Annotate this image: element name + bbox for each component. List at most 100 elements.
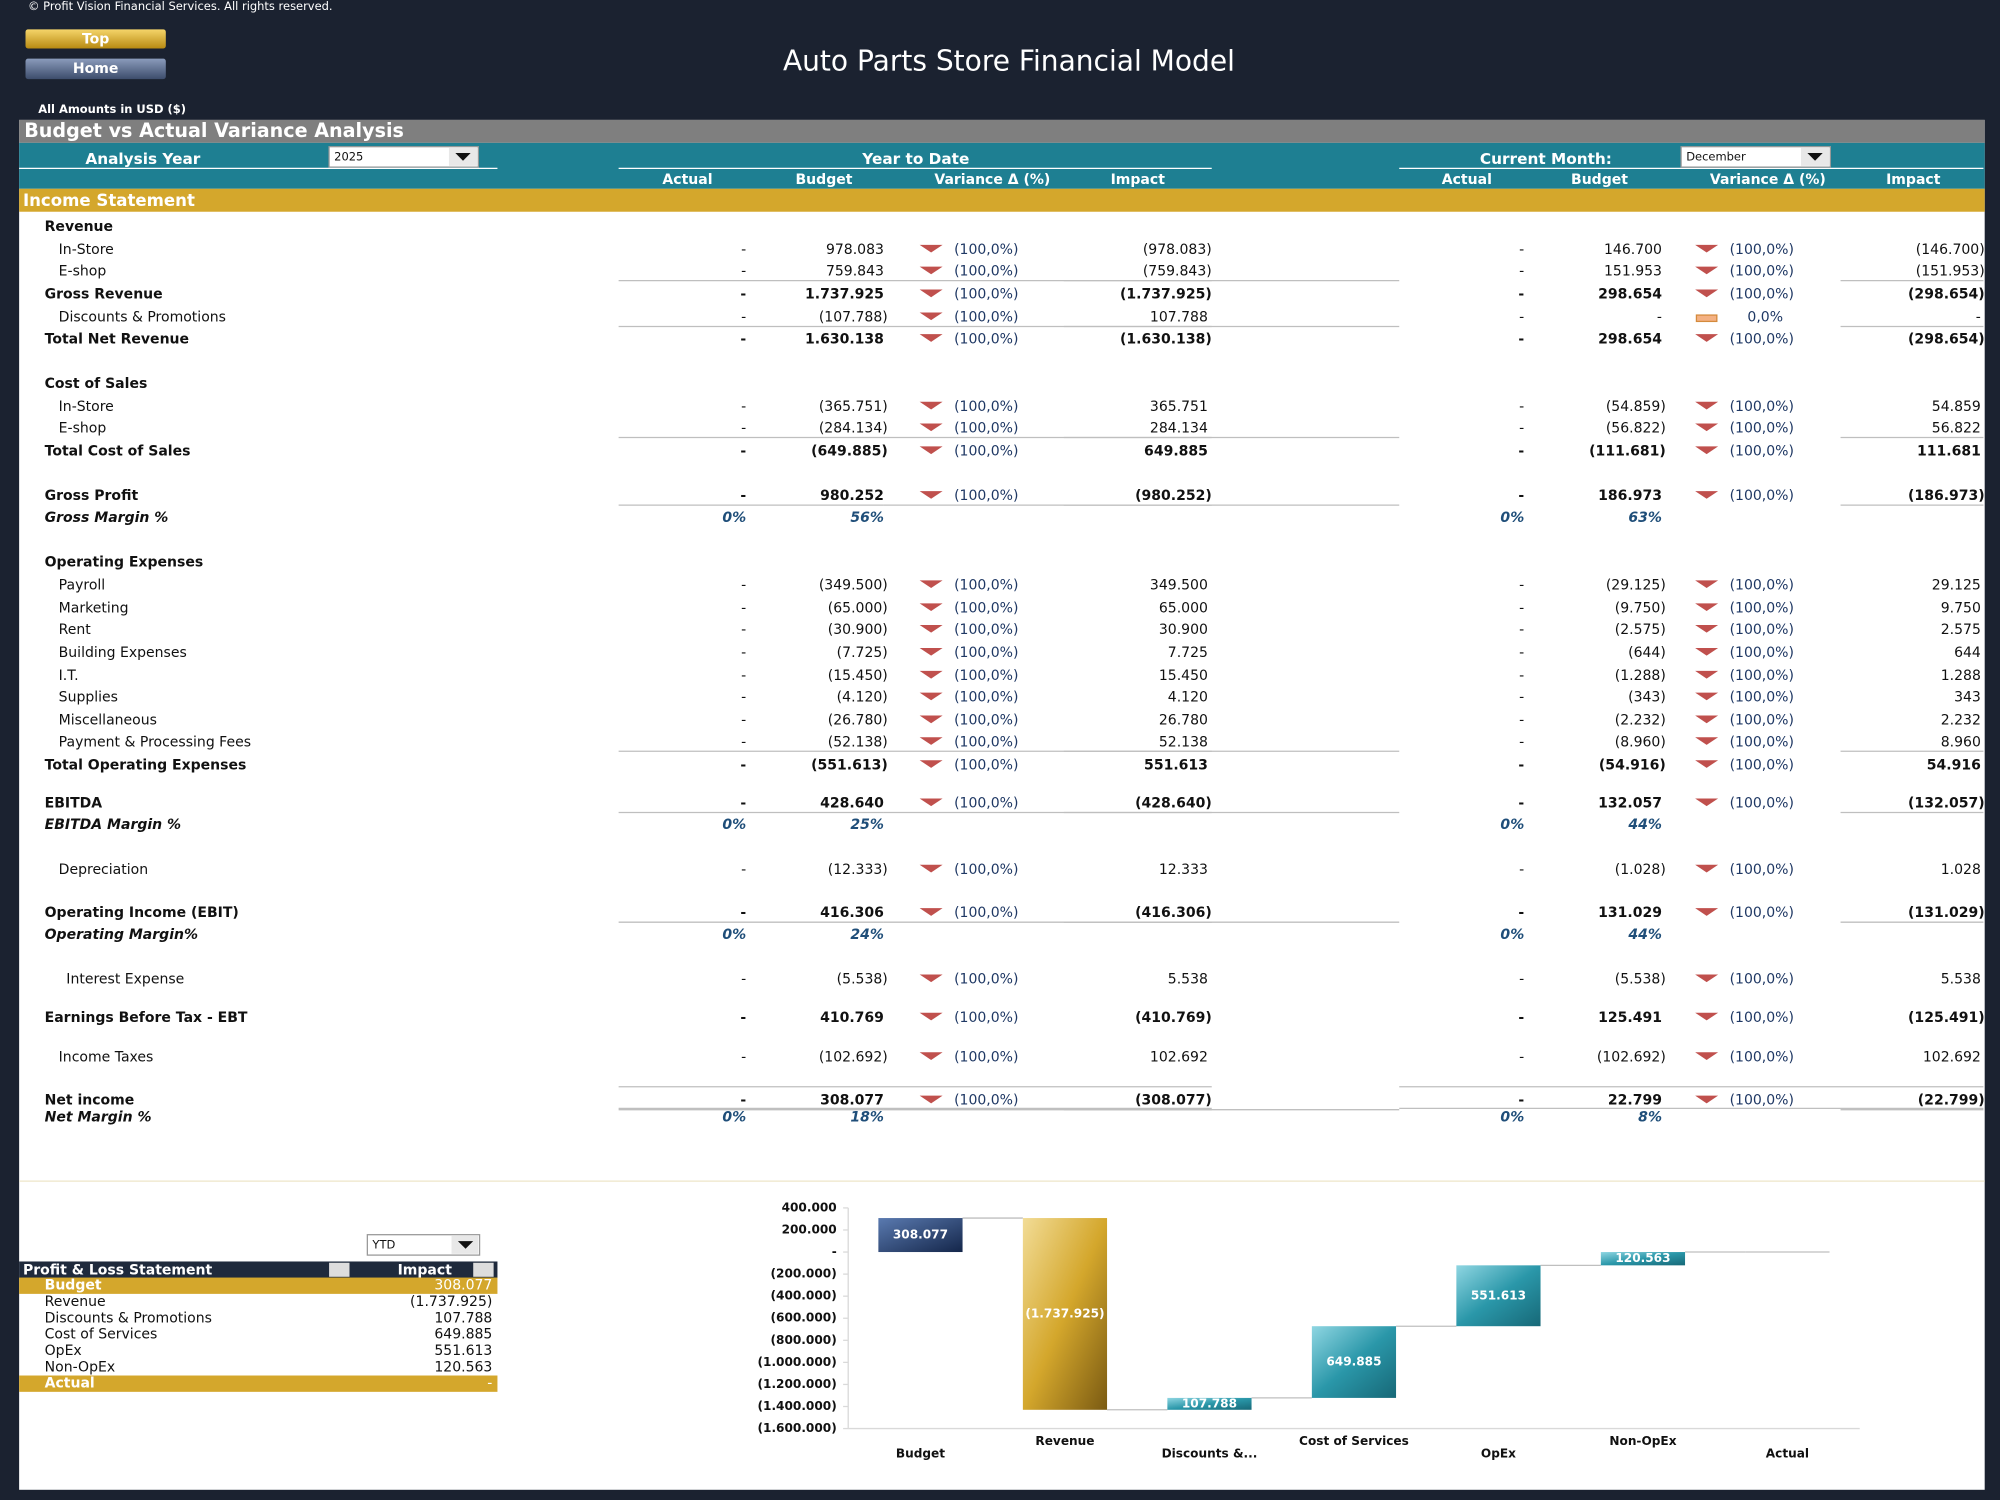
budget-cell: 980.252	[820, 488, 884, 504]
bar	[878, 1218, 963, 1253]
row-label: In-Store	[59, 242, 114, 258]
impact-cell: 56.822	[1932, 421, 1981, 437]
y-tick-label: (1.400.000)	[757, 1399, 836, 1413]
impact-cell: (22.799)	[1918, 1093, 1985, 1109]
pl-label: Revenue	[45, 1294, 106, 1310]
actual-cell: -	[741, 645, 746, 661]
filter-value[interactable]: YTD	[371, 1237, 395, 1251]
row-label: Payment & Processing Fees	[59, 734, 251, 750]
pl-impact: 107.788	[434, 1310, 492, 1326]
impact-cell: 343	[1954, 690, 1981, 706]
budget-cell: 151.953	[1604, 264, 1662, 280]
row-label: Operating Margin%	[45, 927, 198, 943]
row-label: Interest Expense	[66, 972, 184, 988]
actual-cell: -	[740, 1010, 746, 1026]
budget-cell: (111.681)	[1589, 444, 1666, 460]
actual-cell: -	[1518, 287, 1524, 303]
analysis-year-label: Analysis Year	[85, 150, 200, 168]
pl-label: Non-OpEx	[45, 1359, 115, 1375]
margin-actual: 0%	[722, 817, 746, 833]
data-label: 649.885	[1326, 1355, 1381, 1369]
budget-cell: 308.077	[820, 1093, 884, 1109]
budget-cell: (349.500)	[819, 577, 888, 593]
row-label: E-shop	[59, 264, 107, 280]
year-dropdown[interactable]	[328, 146, 479, 168]
pl-highlight	[19, 1375, 498, 1392]
variance-cell: (100,0%)	[1730, 690, 1794, 706]
impact-cell: (759.843)	[1143, 264, 1212, 280]
home-button[interactable]	[25, 58, 166, 80]
impact-cell: 102.692	[1923, 1049, 1981, 1065]
filter-button[interactable]	[473, 1262, 494, 1277]
variance-cell: (100,0%)	[1730, 331, 1794, 347]
variance-cell: (100,0%)	[1730, 1049, 1794, 1065]
variance-arrow	[1695, 446, 1719, 455]
pl-label: Cost of Services	[45, 1327, 158, 1343]
row-label: Total Cost of Sales	[45, 444, 191, 460]
month-dropdown[interactable]	[1680, 146, 1831, 168]
data-label: (1.737.925)	[1025, 1306, 1104, 1320]
budget-cell: (5.538)	[1615, 972, 1666, 988]
data-label: 551.613	[1471, 1288, 1526, 1302]
column-header: Budget	[1571, 172, 1628, 188]
top-button-label[interactable]: Top	[82, 32, 109, 48]
budget-cell: (52.138)	[828, 734, 888, 750]
variance-arrow	[919, 670, 943, 679]
impact-cell: (1.737.925)	[1120, 287, 1212, 303]
variance-arrow	[919, 446, 943, 455]
budget-cell: 132.057	[1598, 796, 1662, 812]
row-label: Miscellaneous	[59, 713, 157, 729]
top-button[interactable]	[25, 29, 166, 49]
variance-cell: (100,0%)	[954, 734, 1018, 750]
actual-cell: -	[740, 905, 746, 921]
variance-cell: (100,0%)	[1730, 1093, 1794, 1109]
variance-arrow	[919, 647, 943, 656]
actual-cell: -	[1518, 905, 1524, 921]
variance-arrow	[919, 798, 943, 807]
impact-cell: (132.057)	[1908, 796, 1985, 812]
home-button-label[interactable]: Home	[73, 61, 118, 77]
budget-cell: (7.725)	[837, 645, 888, 661]
impact-cell: 551.613	[1144, 757, 1208, 773]
actual-cell: -	[740, 444, 746, 460]
variance-arrow	[919, 266, 943, 275]
column-header: Actual	[1442, 172, 1492, 188]
filter-button[interactable]	[329, 1262, 350, 1277]
variance-arrow	[1695, 670, 1719, 679]
budget-cell: 131.029	[1598, 905, 1662, 921]
variance-arrow	[919, 692, 943, 701]
variance-arrow	[1695, 864, 1719, 873]
variance-arrow	[919, 401, 943, 410]
row-label: Net income	[45, 1093, 135, 1109]
year-value[interactable]: 2025	[334, 149, 363, 163]
variance-arrow	[1695, 1012, 1719, 1021]
month-label: Current Month:	[1480, 150, 1612, 168]
x-tick-label: Actual	[1766, 1447, 1809, 1461]
actual-cell: -	[741, 713, 746, 729]
x-tick-label: Cost of Services	[1299, 1434, 1409, 1448]
budget-cell: (8.960)	[1615, 734, 1666, 750]
budget-cell: 428.640	[820, 796, 884, 812]
row-label: Discounts & Promotions	[59, 310, 226, 326]
impact-cell: 8.960	[1941, 734, 1981, 750]
impact-cell: (131.029)	[1908, 905, 1985, 921]
actual-cell: -	[741, 690, 746, 706]
dropdown-arrow	[1807, 153, 1823, 161]
variance-cell: (100,0%)	[954, 600, 1018, 616]
actual-cell: -	[1518, 1010, 1524, 1026]
budget-cell: 1.630.138	[805, 331, 884, 347]
actual-cell: -	[741, 600, 746, 616]
impact-cell: (410.769)	[1135, 1010, 1212, 1026]
variance-arrow	[1695, 798, 1719, 807]
variance-cell: (100,0%)	[954, 862, 1018, 878]
variance-cell: (100,0%)	[1730, 713, 1794, 729]
variance-cell: (100,0%)	[954, 1010, 1018, 1026]
variance-cell: (100,0%)	[954, 399, 1018, 415]
budget-cell: (102.692)	[1597, 1049, 1666, 1065]
pl-header-impact: Impact	[398, 1262, 453, 1278]
budget-cell: (1.028)	[1615, 862, 1666, 878]
ytd-label: Year to Date	[861, 150, 969, 168]
variance-arrow	[919, 423, 943, 432]
month-value[interactable]: December	[1686, 149, 1746, 163]
